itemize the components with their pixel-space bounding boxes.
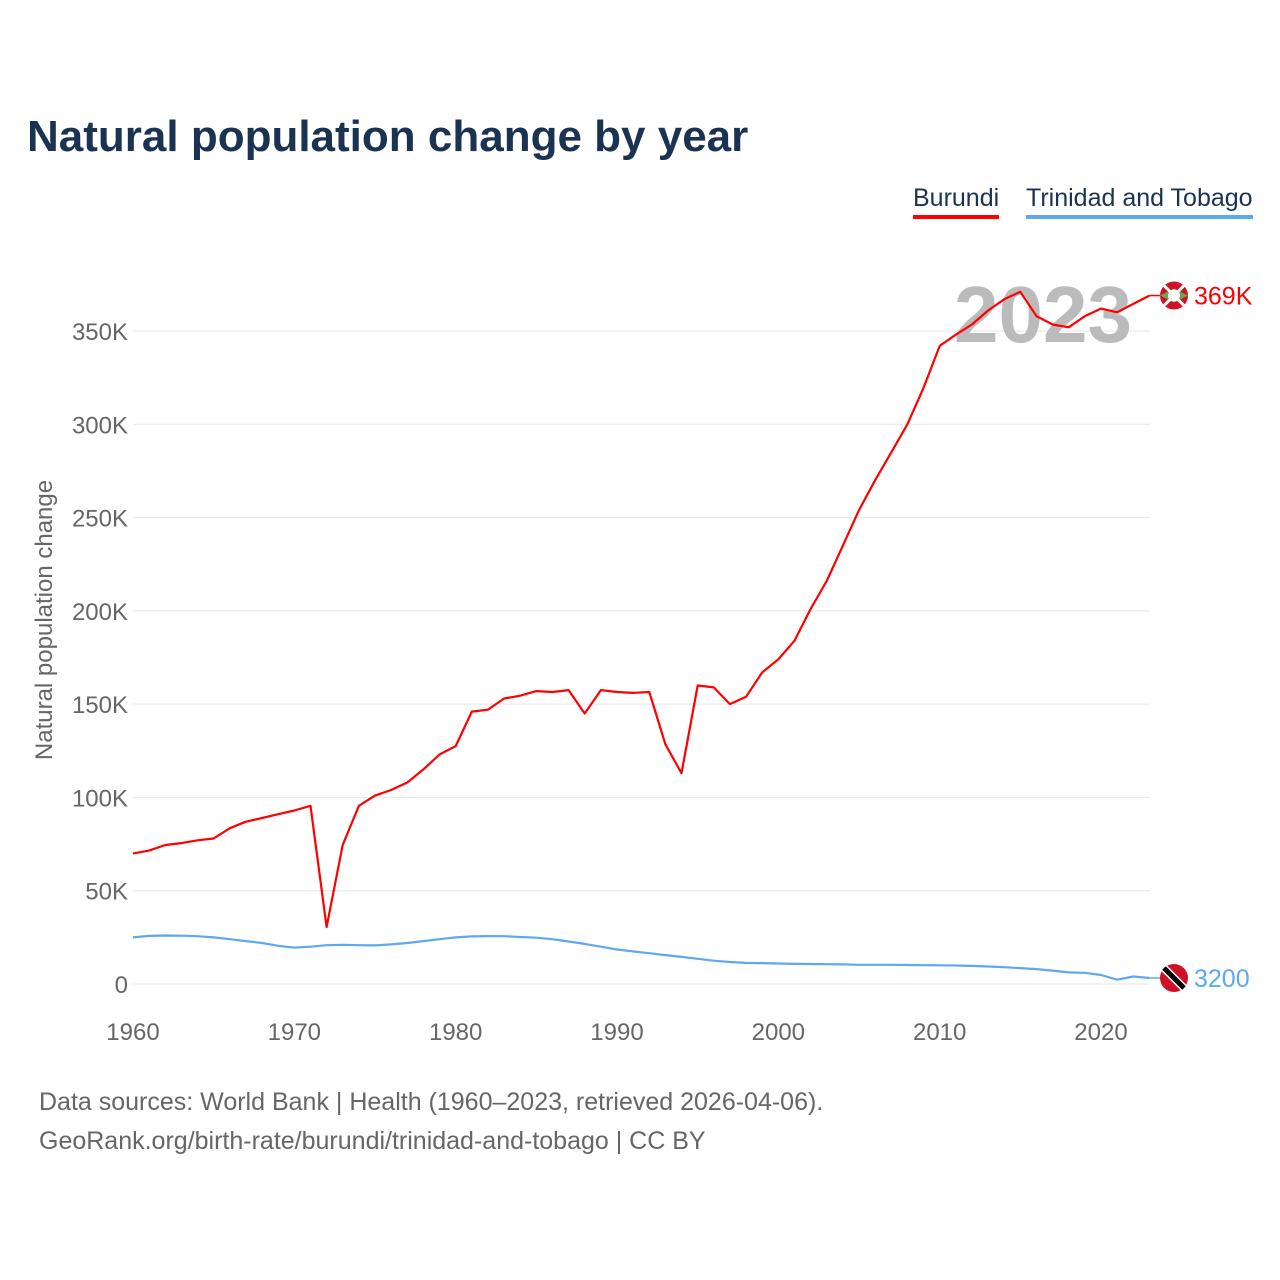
end-value-label: 3200 — [1194, 965, 1250, 993]
chart-title: Natural population change by year — [27, 112, 749, 161]
legend-trinidad-and-tobago[interactable]: Trinidad and Tobago — [1026, 184, 1253, 219]
y-tick-label: 100K — [72, 785, 128, 812]
x-tick-label: 2010 — [913, 1019, 966, 1046]
footer-sources: Data sources: World Bank | Health (1960–… — [39, 1088, 824, 1116]
y-tick-label: 50K — [85, 879, 128, 906]
legend-burundi[interactable]: Burundi — [913, 184, 1000, 219]
x-tick-label: 2020 — [1074, 1019, 1127, 1046]
y-tick-label: 250K — [72, 506, 128, 533]
x-tick-label: 1970 — [268, 1019, 321, 1046]
x-tick-label: 1980 — [429, 1019, 482, 1046]
flag-stripe — [1162, 966, 1186, 990]
y-tick-label: 350K — [72, 319, 128, 346]
y-tick-label: 300K — [72, 412, 128, 439]
x-tick-label: 2000 — [752, 1019, 805, 1046]
y-axis-label: Natural population change — [31, 480, 58, 760]
y-tick-label: 0 — [115, 972, 128, 999]
year-watermark: 2023 — [954, 270, 1132, 359]
y-tick-label: 200K — [72, 599, 128, 626]
x-tick-label: 1990 — [590, 1019, 643, 1046]
y-tick-label: 150K — [72, 692, 128, 719]
flag-disc — [1168, 289, 1180, 302]
series-line-burundi — [132, 290, 1150, 929]
footer-link[interactable]: GeoRank.org/birth-rate/burundi/trinidad-… — [39, 1127, 706, 1155]
x-tick-label: 1960 — [106, 1019, 159, 1046]
end-value-label: 369K — [1194, 283, 1253, 311]
series-line-trinidad-and-tobago — [132, 934, 1150, 981]
